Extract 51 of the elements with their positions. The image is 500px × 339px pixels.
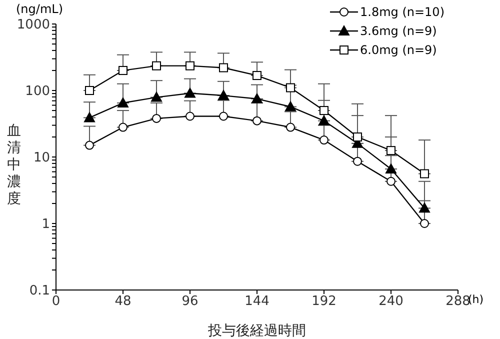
point xyxy=(219,63,228,72)
point xyxy=(152,61,161,70)
point xyxy=(252,71,262,80)
point xyxy=(151,92,162,102)
point xyxy=(118,97,128,108)
x-tick-label: 240 xyxy=(378,294,404,310)
point xyxy=(252,93,262,104)
point xyxy=(386,176,396,186)
y-tick-label: 1000 xyxy=(16,18,50,33)
point xyxy=(320,136,328,145)
point xyxy=(419,202,430,213)
point xyxy=(219,112,228,121)
y-tick-label: 10 xyxy=(33,150,50,166)
point xyxy=(152,114,161,123)
x-tick-label: 144 xyxy=(244,294,270,310)
text: (h) xyxy=(468,293,484,306)
y-axis-title: 血清中濃度 xyxy=(7,123,21,207)
point xyxy=(420,169,429,178)
point xyxy=(285,101,296,112)
y-tick-label: 100 xyxy=(25,84,50,100)
x-tick-label: 0 xyxy=(52,294,60,310)
point xyxy=(85,140,94,150)
point xyxy=(318,115,330,126)
point xyxy=(118,122,128,132)
point xyxy=(286,83,295,92)
point xyxy=(353,156,362,166)
point xyxy=(286,122,295,132)
point xyxy=(386,146,396,156)
point xyxy=(320,106,328,116)
x-tick-label: 96 xyxy=(182,294,198,310)
legend-label: 1.8mg (n=10) xyxy=(360,4,444,18)
point xyxy=(186,61,194,70)
point xyxy=(118,66,128,75)
legend-label: 6.0mg (n=9) xyxy=(360,42,437,56)
x-tick-label: 192 xyxy=(312,294,336,310)
point xyxy=(85,86,94,95)
x-tick-label: 288 xyxy=(446,294,470,310)
point xyxy=(353,132,362,142)
point xyxy=(84,112,95,122)
x-axis-title: 投与後経過時間 xyxy=(207,323,306,339)
y-tick-label: 1 xyxy=(42,217,50,232)
point xyxy=(218,90,229,100)
legend-label: 3.6mg (n=9) xyxy=(360,24,437,38)
point xyxy=(184,88,196,98)
text: (ng/mL) xyxy=(16,2,64,16)
point xyxy=(386,164,396,174)
y-tick-label: 0.1 xyxy=(29,284,50,299)
point xyxy=(252,116,262,126)
x-tick-label: 48 xyxy=(114,294,132,310)
point xyxy=(186,112,194,121)
point xyxy=(420,219,429,228)
